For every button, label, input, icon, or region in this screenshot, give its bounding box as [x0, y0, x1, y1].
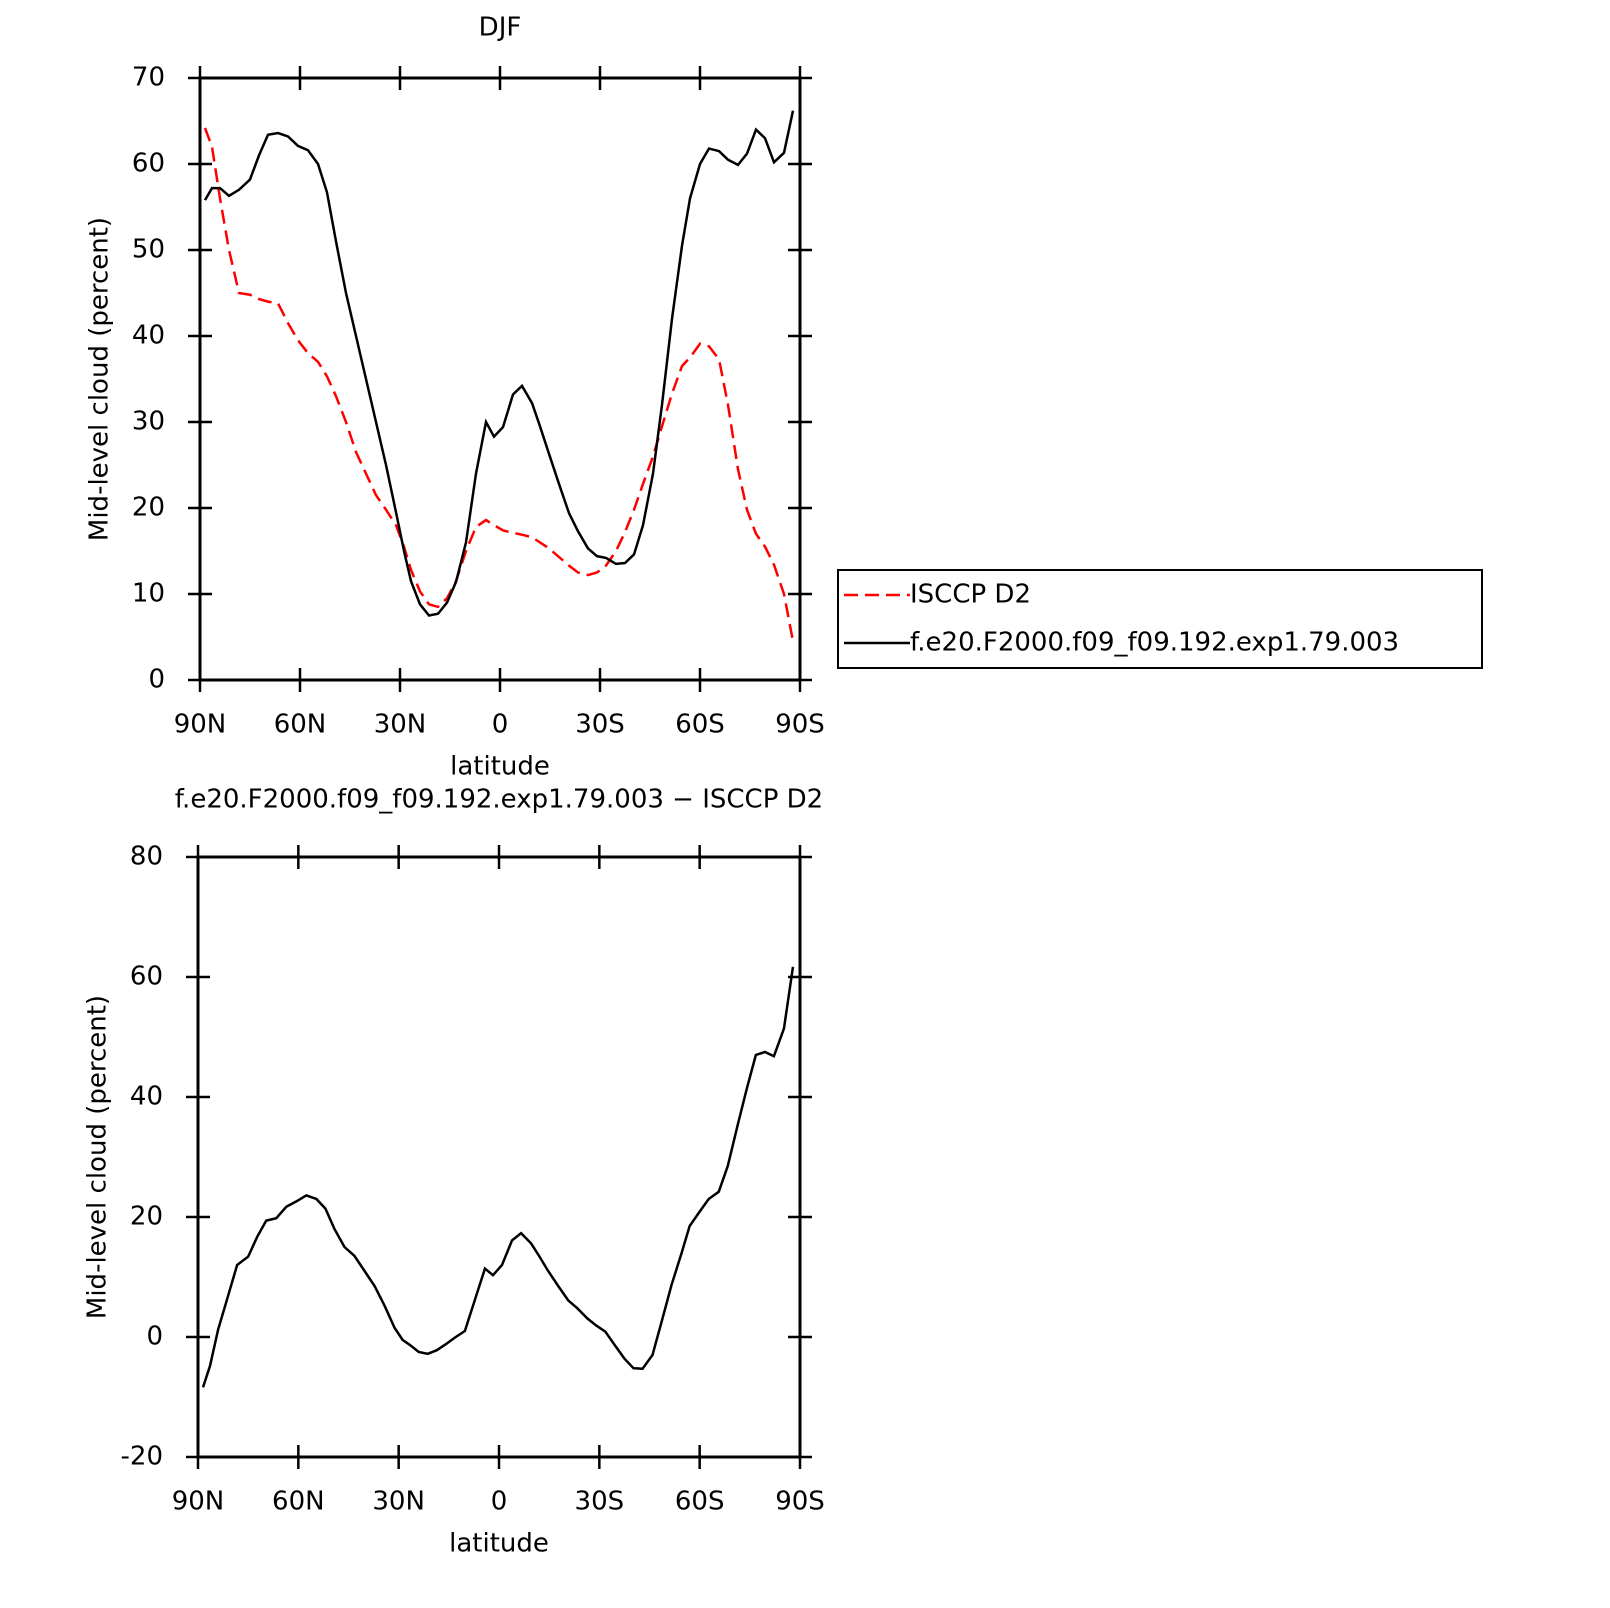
- x-tick-label: 90S: [775, 710, 825, 740]
- x-axis-label: latitude: [449, 1529, 549, 1559]
- y-tick-label: 0: [148, 665, 165, 695]
- x-tick-label: 30S: [575, 1487, 625, 1517]
- x-tick-label: 0: [492, 710, 509, 740]
- y-tick-label: 40: [130, 1082, 163, 1112]
- x-tick-label: 30S: [575, 710, 625, 740]
- x-tick-label: 90S: [775, 1487, 825, 1517]
- y-tick-label: 0: [146, 1322, 163, 1352]
- legend-label: f.e20.F2000.f09_f09.192.exp1.79.003: [910, 628, 1399, 658]
- plot-frame: [196, 855, 802, 1459]
- y-tick-label: 20: [130, 1202, 163, 1232]
- x-tick-label: 30N: [374, 710, 427, 740]
- data-line: [203, 110, 795, 617]
- chart-title: DJF: [479, 13, 522, 43]
- y-tick-label: 60: [130, 962, 163, 992]
- chart-title: f.e20.F2000.f09_f09.192.exp1.79.003 − IS…: [175, 785, 823, 815]
- plot-frame: [198, 76, 802, 682]
- x-tick-label: 90N: [172, 1487, 225, 1517]
- y-tick-label: -20: [121, 1442, 163, 1472]
- x-axis-label: latitude: [450, 752, 550, 782]
- x-tick-label: 0: [491, 1487, 508, 1517]
- legend-label: ISCCP D2: [910, 580, 1031, 610]
- data-line: [203, 127, 795, 642]
- legend-box: [837, 569, 1483, 669]
- y-axis-label: Mid-level cloud (percent): [83, 995, 113, 1319]
- y-tick-label: 80: [130, 842, 163, 872]
- y-tick-label: 40: [132, 321, 165, 351]
- y-tick-label: 50: [132, 235, 165, 265]
- data-line: [201, 966, 795, 1388]
- x-tick-label: 60N: [274, 710, 327, 740]
- x-tick-label: 90N: [174, 710, 227, 740]
- y-tick-label: 60: [132, 149, 165, 179]
- y-axis-label: Mid-level cloud (percent): [85, 217, 115, 541]
- x-tick-label: 60S: [675, 710, 725, 740]
- x-tick-label: 30N: [372, 1487, 425, 1517]
- y-tick-label: 70: [132, 63, 165, 93]
- y-tick-label: 30: [132, 407, 165, 437]
- y-tick-label: 20: [132, 493, 165, 523]
- x-tick-label: 60N: [272, 1487, 325, 1517]
- y-tick-label: 10: [132, 579, 165, 609]
- x-tick-label: 60S: [675, 1487, 725, 1517]
